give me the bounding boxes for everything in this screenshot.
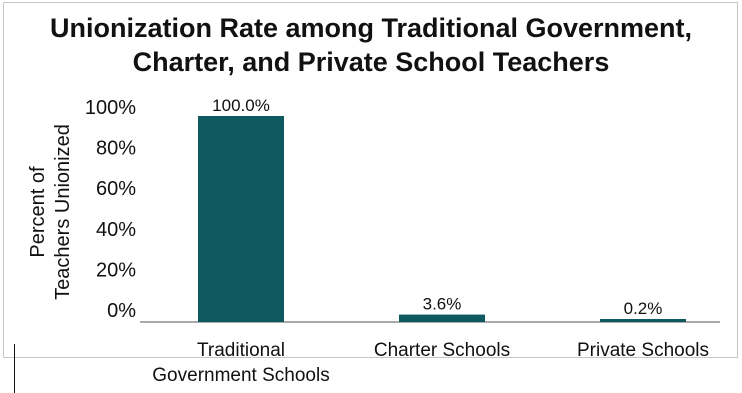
bar — [600, 319, 686, 322]
frame-left-rule — [14, 344, 15, 393]
y-tick-label: 20% — [96, 259, 136, 281]
bar-value-label: 0.2% — [624, 299, 663, 318]
y-tick-label: 40% — [96, 219, 136, 241]
y-axis-title-line-2: Teachers Unionized — [52, 124, 74, 300]
bar-value-label: 3.6% — [423, 295, 462, 314]
bar — [198, 116, 284, 322]
chart-title-line-2: Charter, and Private School Teachers — [132, 47, 610, 77]
chart-frame — [3, 2, 738, 358]
bar — [399, 314, 485, 322]
y-tick-label: 80% — [96, 138, 136, 160]
y-tick-label: 60% — [96, 178, 136, 200]
y-axis-title-line-1: Percent of — [27, 166, 49, 258]
x-tick-label: Government Schools — [152, 365, 329, 386]
bar-value-labels: 100.0% 3.6% 0.2% — [212, 96, 662, 318]
x-axis-tick-labels: Traditional Government Schools Charter Sch… — [152, 340, 709, 386]
bars — [198, 116, 686, 322]
chart-title-line-1: Unionization Rate among Traditional Gove… — [49, 13, 693, 43]
x-tick-label: Traditional — [197, 340, 285, 361]
y-tick-label: 100% — [85, 97, 136, 119]
x-tick-label: Private Schools — [577, 340, 709, 361]
bar-value-label: 100.0% — [212, 96, 270, 115]
y-tick-label: 0% — [107, 300, 136, 322]
x-tick-label: Charter Schools — [374, 340, 510, 361]
y-axis-title: Percent of Teachers Unionized — [27, 124, 74, 300]
y-axis-ticks: 0% 20% 40% 60% 80% 100% — [85, 97, 136, 322]
